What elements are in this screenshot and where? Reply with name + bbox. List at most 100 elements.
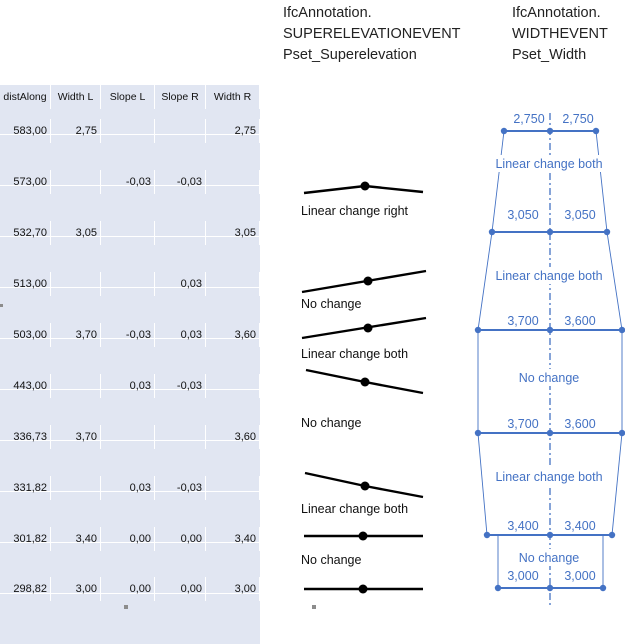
table-band bbox=[0, 619, 260, 644]
width-value-right: 2,750 bbox=[562, 112, 593, 126]
width-change-label: Linear change both bbox=[495, 157, 602, 171]
section-node bbox=[474, 429, 482, 437]
cell-width-l bbox=[51, 476, 101, 500]
cell-width-r bbox=[206, 374, 260, 398]
cross-slope-line bbox=[364, 484, 424, 499]
cell-width-l: 3,00 bbox=[51, 577, 101, 601]
cross-slope-line bbox=[304, 471, 366, 488]
cell-slope-l: 0,03 bbox=[101, 476, 155, 500]
label-backdrop bbox=[515, 549, 583, 566]
centerline-dot bbox=[360, 377, 370, 387]
section-node bbox=[474, 326, 482, 334]
table-band bbox=[0, 440, 260, 466]
width-value-right: 3,600 bbox=[564, 314, 595, 328]
superelevation-title: IfcAnnotation. SUPERELEVATIONEVENT Pset_… bbox=[283, 5, 461, 63]
cell-slope-r bbox=[155, 119, 206, 143]
cell-width-l bbox=[51, 272, 101, 296]
cell-slope-r: -0,03 bbox=[155, 476, 206, 500]
table-band bbox=[0, 211, 260, 236]
cell-width-l: 3,40 bbox=[51, 527, 101, 551]
cell-width-l bbox=[51, 374, 101, 398]
table-row: 532,70 3,05 3,05 bbox=[0, 221, 260, 245]
superelevation-label: No change bbox=[301, 553, 362, 567]
header-slope-l: Slope L bbox=[101, 85, 155, 109]
cell-distalong: 503,00 bbox=[0, 323, 51, 347]
label-backdrop bbox=[493, 267, 605, 284]
cell-slope-l: 0,00 bbox=[101, 527, 155, 551]
cell-width-r: 3,00 bbox=[206, 577, 260, 601]
selection-handle bbox=[124, 605, 128, 609]
table-row: 336,73 3,70 3,60 bbox=[0, 425, 260, 449]
cell-width-l: 2,75 bbox=[51, 119, 101, 143]
label-backdrop bbox=[558, 109, 598, 126]
cross-slope-line bbox=[303, 184, 366, 195]
superelevation-diagram bbox=[301, 181, 427, 594]
centerline-dot bbox=[358, 531, 368, 541]
cell-distalong: 331,82 bbox=[0, 476, 51, 500]
table-row: 298,82 3,00 0,00 0,00 3,00 bbox=[0, 577, 260, 601]
cross-slope-line bbox=[305, 368, 366, 384]
cell-slope-l: 0,03 bbox=[101, 374, 155, 398]
label-backdrop bbox=[558, 312, 600, 329]
width-value-left: 3,700 bbox=[507, 314, 538, 328]
cell-distalong: 532,70 bbox=[0, 221, 51, 245]
cell-distalong: 298,82 bbox=[0, 577, 51, 601]
selection-handle bbox=[312, 605, 316, 609]
cell-slope-r: 0,00 bbox=[155, 527, 206, 551]
cell-slope-l bbox=[101, 221, 155, 245]
section-node bbox=[599, 584, 607, 592]
label-backdrop bbox=[493, 155, 605, 172]
label-backdrop bbox=[502, 567, 544, 584]
centerline-dot bbox=[360, 481, 370, 491]
label-backdrop bbox=[558, 206, 600, 223]
header-width-l: Width L bbox=[51, 85, 101, 109]
table-row: 513,00 0,03 bbox=[0, 272, 260, 296]
cell-distalong: 573,00 bbox=[0, 170, 51, 194]
cell-width-r: 3,05 bbox=[206, 221, 260, 245]
section-node bbox=[546, 584, 554, 592]
table-band bbox=[0, 491, 260, 517]
label-backdrop bbox=[558, 415, 600, 432]
table-band bbox=[0, 236, 260, 262]
label-backdrop bbox=[515, 369, 583, 386]
cell-slope-r: 0,03 bbox=[155, 272, 206, 296]
cell-width-r: 3,60 bbox=[206, 323, 260, 347]
cell-width-r: 3,60 bbox=[206, 425, 260, 449]
left-edge-line bbox=[477, 130, 505, 588]
cell-slope-l: -0,03 bbox=[101, 323, 155, 347]
table-band bbox=[0, 364, 260, 389]
table-band bbox=[0, 134, 260, 160]
cell-slope-r bbox=[155, 221, 206, 245]
cell-slope-r: -0,03 bbox=[155, 374, 206, 398]
header-distalong: distAlong bbox=[0, 85, 51, 109]
superelevation-label: No change bbox=[301, 416, 362, 430]
table-header-row: distAlong Width L Slope L Slope R Width … bbox=[0, 85, 260, 109]
section-node bbox=[546, 127, 554, 135]
label-backdrop bbox=[508, 109, 548, 126]
section-node bbox=[546, 531, 554, 539]
label-backdrop bbox=[502, 415, 544, 432]
cell-width-l: 3,70 bbox=[51, 425, 101, 449]
cell-distalong: 443,00 bbox=[0, 374, 51, 398]
table-band bbox=[0, 568, 260, 593]
cell-distalong: 513,00 bbox=[0, 272, 51, 296]
label-backdrop bbox=[558, 567, 600, 584]
table-row: 503,00 3,70 -0,03 0,03 3,60 bbox=[0, 323, 260, 347]
superelevation-label: Linear change right bbox=[301, 204, 409, 218]
cell-slope-l bbox=[101, 425, 155, 449]
cell-slope-l: 0,00 bbox=[101, 577, 155, 601]
label-backdrop bbox=[502, 517, 544, 534]
section-node bbox=[618, 429, 625, 437]
width-change-label: No change bbox=[519, 371, 580, 385]
table-row: 443,00 0,03 -0,03 bbox=[0, 374, 260, 398]
cell-width-l bbox=[51, 170, 101, 194]
width-change-label: Linear change both bbox=[495, 269, 602, 283]
cell-slope-l bbox=[101, 119, 155, 143]
width-value-left: 2,750 bbox=[513, 112, 544, 126]
superelevation-label: Linear change both bbox=[301, 502, 409, 516]
section-node bbox=[546, 429, 554, 437]
section-node bbox=[603, 228, 611, 236]
table-band bbox=[0, 185, 260, 211]
table-row: 583,00 2,75 2,75 bbox=[0, 119, 260, 143]
superelevation-label: Linear change both bbox=[301, 347, 409, 361]
